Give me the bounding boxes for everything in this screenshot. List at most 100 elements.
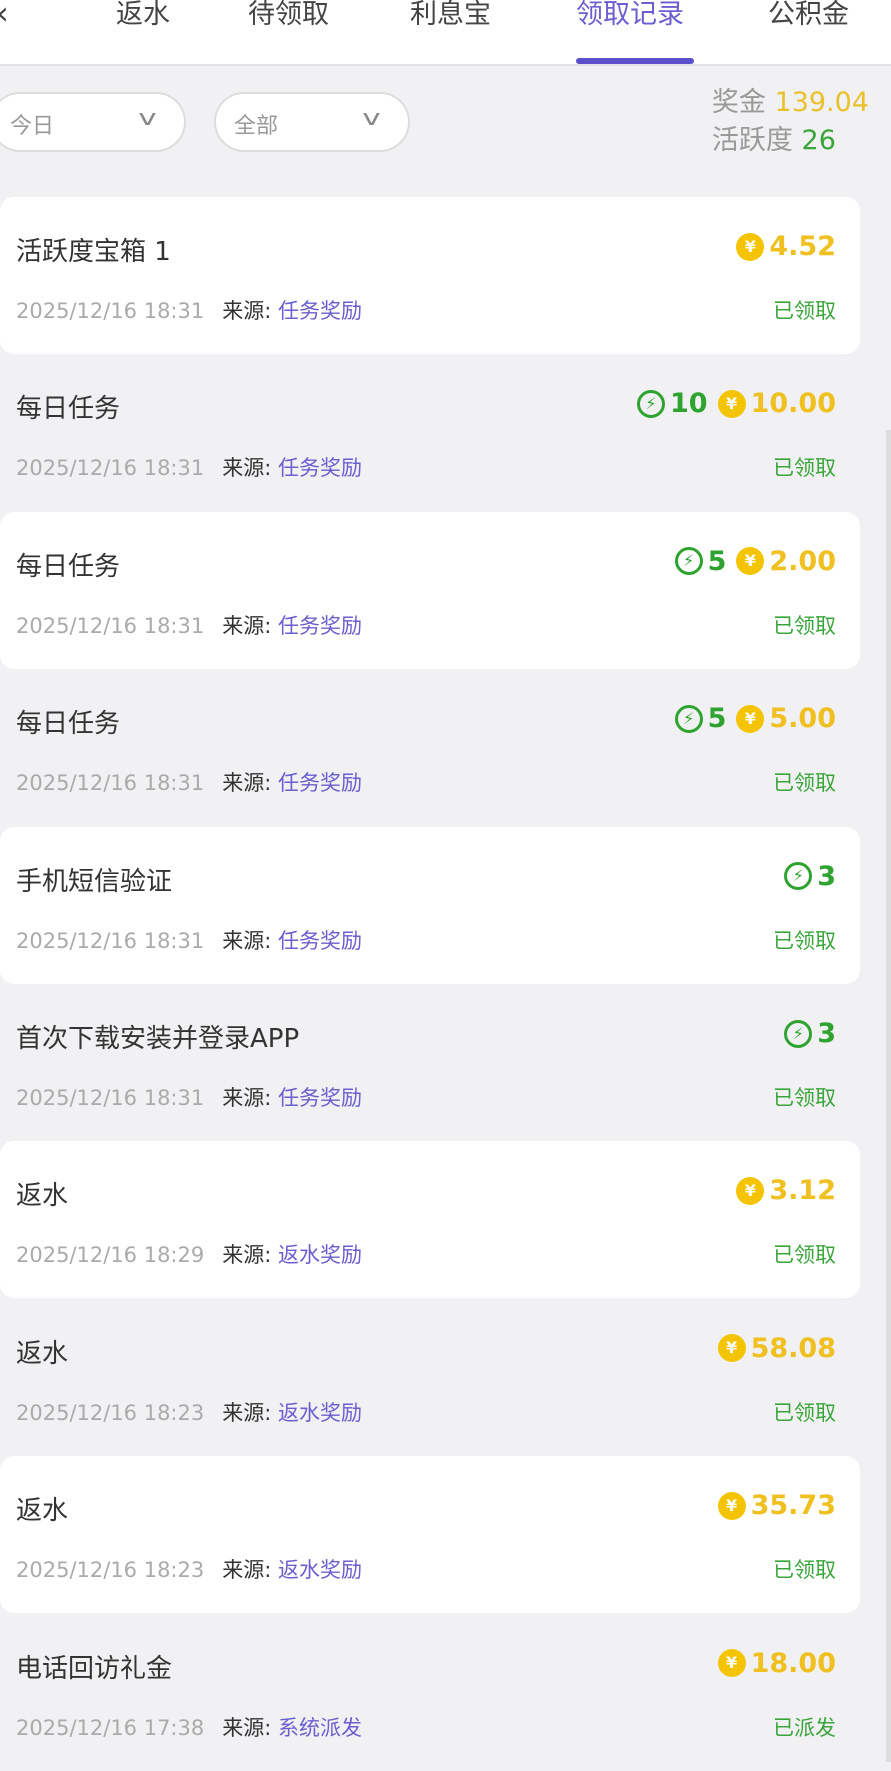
tab-provident-fund[interactable]: 公积金 (768, 0, 849, 30)
record-row[interactable]: 活跃度宝箱 1 ¥4.52 2025/12/16 18:31 来源: 任务奖励 已… (0, 197, 860, 354)
back-arrow-icon[interactable]: ‹ (0, 0, 9, 32)
coin-amount: ¥58.08 (717, 1332, 836, 1364)
record-row[interactable]: 返水 ¥3.12 2025/12/16 18:29 来源: 返水奖励 已领取 (0, 1141, 860, 1299)
yuan-coin-icon: ¥ (717, 1491, 746, 1520)
record-source: 任务奖励 (278, 613, 362, 638)
record-date: 2025/12/16 18:23 (16, 1558, 205, 1583)
record-date: 2025/12/16 17:38 (16, 1715, 205, 1740)
tab-interest[interactable]: 利息宝 (410, 0, 491, 30)
source-label: 来源: (222, 771, 272, 796)
source-label: 来源: (222, 299, 272, 323)
date-filter-dropdown[interactable]: 今日 v (0, 92, 186, 152)
yuan-coin-icon: ¥ (736, 232, 765, 261)
yuan-coin-icon: ¥ (736, 1176, 765, 1205)
source-label: 来源: (222, 456, 272, 481)
record-row[interactable]: 首次下载安装并登录APP ⚡ 3 2025/12/16 18:31 来源: 任务奖励… (0, 984, 860, 1141)
source-label: 来源: (222, 1243, 272, 1268)
activity-label: 活跃度 (711, 125, 793, 156)
energy-amount: ⚡ 3 (784, 861, 836, 892)
coin-value: 58.08 (750, 1332, 836, 1364)
yuan-coin-icon: ¥ (717, 1649, 746, 1678)
tab-bar: ‹ 返水 待领取 利息宝 领取记录 公积金 (0, 0, 891, 66)
tab-pending[interactable]: 待领取 (248, 0, 329, 30)
energy-amount: ⚡ 5 (674, 703, 727, 735)
activity-value: 26 (801, 125, 836, 156)
yuan-coin-icon: ¥ (736, 704, 765, 733)
energy-amount: ⚡ 3 (784, 1018, 836, 1049)
record-source: 返水奖励 (278, 1558, 362, 1583)
coin-value: 10.00 (750, 388, 836, 420)
record-status: 已派发 (773, 1715, 836, 1740)
lightning-icon: ⚡ (674, 547, 703, 576)
record-row[interactable]: 手机短信验证 ⚡ 3 2025/12/16 18:31 来源: 任务奖励 已领取 (0, 826, 860, 984)
record-status: 已领取 (773, 613, 836, 638)
chevron-down-icon: v (138, 106, 157, 131)
type-filter-dropdown[interactable]: 全部 v (214, 92, 410, 152)
chevron-down-icon: v (362, 106, 381, 131)
record-status: 已领取 (773, 928, 836, 953)
record-rewards: ¥58.08 (717, 1332, 836, 1364)
record-source: 返水奖励 (278, 1400, 362, 1425)
record-meta: 2025/12/16 18:31 来源: 任务奖励 (16, 925, 362, 955)
coin-value: 5.00 (769, 703, 836, 735)
summary-stats: 奖金 139.04 活跃度 26 (712, 84, 869, 160)
energy-value: 3 (817, 1018, 836, 1049)
record-meta: 2025/12/16 18:31 来源: 任务奖励 (16, 1082, 362, 1112)
coin-amount: ¥3.12 (736, 1175, 836, 1206)
record-date: 2025/12/16 18:31 (16, 299, 205, 323)
energy-amount: ⚡ 5 (674, 545, 727, 577)
record-source: 任务奖励 (278, 299, 362, 323)
record-meta: 2025/12/16 18:31 来源: 任务奖励 (16, 452, 362, 482)
record-status: 已领取 (773, 1400, 836, 1425)
source-label: 来源: (222, 613, 272, 638)
tab-claim-records[interactable]: 领取记录 (576, 0, 684, 30)
record-date: 2025/12/16 18:31 (16, 1086, 205, 1110)
record-row[interactable]: 每日任务 ⚡ 5 ¥2.00 2025/12/16 18:31 来源: 任务奖励 已领… (0, 511, 860, 669)
record-meta: 2025/12/16 18:31 来源: 任务奖励 (16, 767, 362, 797)
energy-value: 5 (707, 703, 727, 735)
record-source: 返水奖励 (278, 1243, 362, 1268)
record-date: 2025/12/16 18:31 (16, 771, 205, 796)
record-meta: 2025/12/16 18:23 来源: 返水奖励 (16, 1397, 362, 1427)
coin-amount: ¥4.52 (736, 231, 836, 262)
record-title: 每日任务 (16, 709, 121, 740)
energy-value: 10 (670, 388, 708, 420)
record-meta: 2025/12/16 18:23 来源: 返水奖励 (16, 1554, 362, 1584)
bonus-label: 奖金 (711, 87, 766, 118)
bonus-value: 139.04 (774, 87, 869, 118)
record-status: 已领取 (773, 771, 836, 796)
record-rewards: ⚡ 3 (784, 861, 836, 892)
record-meta: 2025/12/16 18:29 来源: 返水奖励 (16, 1239, 362, 1269)
record-title: 每日任务 (16, 551, 121, 582)
record-row[interactable]: 每日任务 ⚡ 5 ¥5.00 2025/12/16 18:31 来源: 任务奖励 已领… (0, 669, 860, 826)
lightning-icon: ⚡ (674, 704, 703, 733)
record-meta: 2025/12/16 18:31 来源: 任务奖励 (16, 610, 362, 640)
type-filter-value: 全部 (234, 114, 279, 139)
record-row[interactable]: 每日任务 ⚡ 10 ¥10.00 2025/12/16 18:31 来源: 任务奖励 … (0, 354, 860, 511)
yuan-coin-icon: ¥ (717, 1334, 746, 1363)
record-meta: 2025/12/16 18:31 来源: 任务奖励 (16, 295, 362, 325)
record-row[interactable]: 电话回访礼金 ¥18.00 2025/12/16 17:38 来源: 系统派发 已… (0, 1614, 860, 1771)
record-rewards: ⚡ 3 (784, 1018, 836, 1049)
record-source: 任务奖励 (278, 456, 362, 481)
energy-value: 5 (707, 545, 727, 577)
scrollbar[interactable] (886, 430, 891, 1762)
record-rewards: ¥18.00 (717, 1648, 836, 1679)
record-title: 返水 (16, 1181, 69, 1212)
yuan-coin-icon: ¥ (717, 389, 746, 418)
record-title: 活跃度宝箱 1 (16, 237, 171, 267)
record-date: 2025/12/16 18:31 (16, 613, 205, 638)
record-source: 系统派发 (278, 1715, 362, 1740)
record-rewards: ¥4.52 (736, 231, 836, 262)
record-row[interactable]: 返水 ¥35.73 2025/12/16 18:23 来源: 返水奖励 已领取 (0, 1456, 860, 1614)
record-title: 每日任务 (16, 394, 121, 425)
record-row[interactable]: 返水 ¥58.08 2025/12/16 18:23 来源: 返水奖励 已领取 (0, 1299, 860, 1456)
record-rewards: ¥3.12 (736, 1175, 836, 1206)
record-title: 电话回访礼金 (16, 1653, 173, 1684)
date-filter-value: 今日 (10, 114, 55, 139)
record-status: 已领取 (773, 299, 836, 323)
coin-amount: ¥5.00 (736, 703, 836, 734)
tab-rebate[interactable]: 返水 (116, 0, 170, 30)
source-label: 来源: (222, 1558, 272, 1583)
record-source: 任务奖励 (278, 1086, 362, 1110)
